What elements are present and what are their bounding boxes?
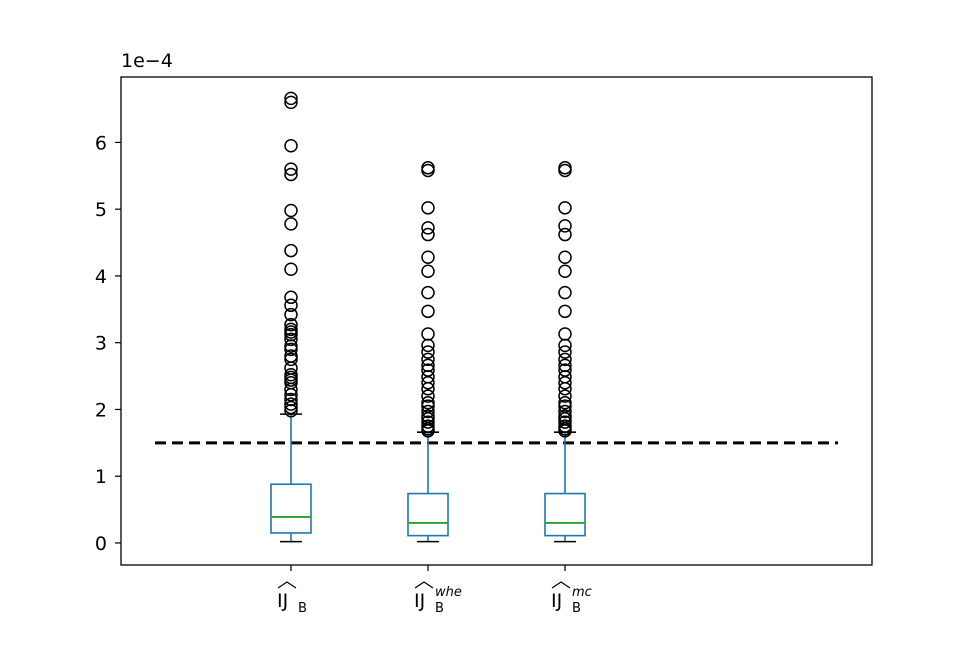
outlier-point (421, 396, 435, 410)
plot-marks (155, 91, 838, 543)
outlier-point (284, 217, 298, 231)
outlier-point (421, 221, 435, 235)
outlier-point (284, 382, 298, 397)
outlier-point (558, 161, 572, 175)
y-tick-label: 5 (95, 199, 107, 221)
outlier-point (558, 396, 572, 410)
outlier-point (421, 161, 435, 175)
y-tick-label: 2 (95, 399, 107, 421)
x-tick-label: IJ Bmc (551, 581, 592, 616)
hat-accent (551, 581, 571, 589)
outlier-point (284, 332, 298, 347)
outlier-point (284, 317, 298, 332)
outlier-point (558, 227, 572, 242)
outlier-point (421, 327, 435, 341)
outlier-point (421, 415, 435, 429)
outlier-point (558, 163, 572, 178)
outlier-point (421, 163, 435, 178)
box-group-3 (544, 161, 586, 543)
outlier-point (284, 404, 298, 418)
box-group-1 (270, 91, 312, 543)
outlier-point (558, 285, 572, 300)
outlier-point (558, 338, 572, 353)
axes-frame (120, 76, 873, 566)
outlier-point (284, 167, 298, 182)
y-tick-label: 0 (95, 533, 107, 555)
outlier-point (558, 264, 572, 279)
box-group-2 (407, 161, 449, 543)
outlier-point (284, 400, 298, 415)
iqr-box (544, 492, 586, 537)
outlier-point (284, 342, 298, 357)
outlier-point (284, 352, 298, 367)
outlier-point (284, 262, 298, 277)
category-base: IJ (277, 590, 288, 612)
outlier-point (421, 201, 435, 215)
outlier-point (558, 415, 572, 429)
category-subscript: B (435, 601, 444, 616)
iqr-box (407, 492, 449, 537)
category-subscript: B (572, 601, 581, 616)
category-base: IJ (551, 590, 562, 612)
outlier-point (558, 424, 572, 438)
outlier-point (558, 404, 572, 419)
outlier-point (284, 203, 298, 218)
outlier-point (284, 325, 298, 339)
outlier-point (558, 304, 572, 319)
iqr-box (270, 483, 312, 534)
outlier-point (558, 389, 572, 403)
outlier-point (284, 290, 298, 305)
category-superscript: mc (572, 585, 592, 600)
y-axis-ticks: 0 1 2 3 4 5 6 (95, 132, 121, 555)
outlier-point (284, 139, 298, 153)
outlier-point (421, 382, 435, 396)
y-tick-label: 4 (95, 266, 107, 288)
outlier-point (284, 298, 298, 313)
y-offset-label: 1e−4 (121, 50, 173, 72)
y-tick-label: 6 (95, 132, 107, 154)
outlier-point (284, 397, 298, 411)
outlier-point (558, 352, 572, 367)
category-superscript: whe (435, 585, 462, 600)
outlier-point (421, 424, 435, 438)
outlier-point (558, 327, 572, 341)
outlier-point (284, 95, 298, 110)
outlier-point (284, 162, 298, 176)
outlier-point (421, 285, 435, 300)
hat-accent (277, 581, 297, 589)
y-tick-label: 3 (95, 333, 107, 355)
outlier-point (284, 339, 298, 353)
category-base: IJ (414, 590, 425, 612)
outlier-point (421, 352, 435, 367)
outlier-point (421, 264, 435, 279)
outlier-point (558, 201, 572, 215)
outlier-point (421, 404, 435, 419)
outlier-point (421, 389, 435, 403)
outlier-point (421, 250, 435, 264)
outlier-point (558, 376, 572, 390)
y-tick-label: 1 (95, 466, 107, 488)
x-tick-label: IJ B (277, 581, 307, 616)
outlier-point (421, 345, 435, 359)
outlier-point (421, 227, 435, 242)
outlier-point (284, 91, 298, 106)
outlier-point (421, 304, 435, 319)
outlier-point (284, 243, 298, 258)
outlier-point (284, 307, 298, 322)
hat-accent (414, 581, 434, 589)
category-subscript: B (298, 601, 307, 616)
outlier-point (421, 338, 435, 353)
outlier-point (421, 376, 435, 390)
outlier-point (558, 382, 572, 396)
outlier-point (558, 219, 572, 233)
outlier-point (558, 250, 572, 264)
outlier-point (558, 345, 572, 359)
